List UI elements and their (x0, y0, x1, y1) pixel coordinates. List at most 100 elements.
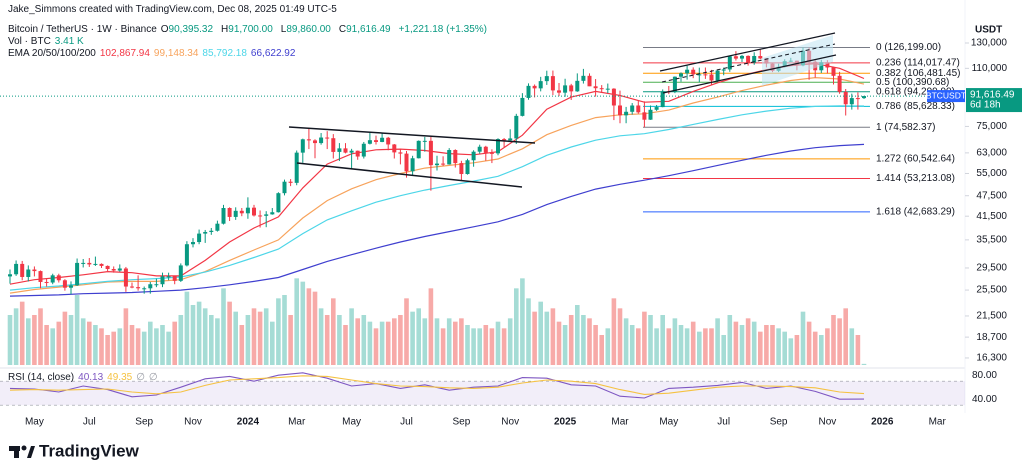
candle-body (282, 181, 287, 194)
volume-bar (697, 331, 702, 365)
credit: Jake_Simmons created with TradingView.co… (8, 4, 337, 15)
volume-bar (160, 325, 165, 365)
trend-line (296, 162, 523, 188)
drawings (288, 32, 837, 188)
volume-bar (422, 318, 428, 365)
candle-body (331, 138, 336, 152)
x-tick-label: Jul (717, 417, 730, 428)
volume-bar (440, 328, 446, 365)
volume-bar (733, 321, 739, 365)
volume-bar (782, 331, 787, 365)
symbol-tag (927, 90, 965, 103)
channel-line (662, 54, 837, 94)
volume-bar (245, 315, 251, 365)
volume-bar (812, 331, 818, 365)
rsi-value: ∅ (148, 372, 158, 383)
candle-body (557, 90, 561, 93)
candle-body (660, 91, 665, 108)
volume-bar (294, 278, 299, 365)
y-tick-label: 47,500 (976, 190, 1007, 201)
volume-bar (831, 315, 836, 365)
volume-bar (288, 315, 293, 365)
candle-body (148, 284, 153, 289)
volume-bar (636, 328, 641, 365)
candle-body (831, 67, 836, 76)
x-tick-label: Jul (400, 417, 413, 428)
candle-body (648, 109, 653, 120)
candle-body (837, 75, 842, 92)
candle-body (599, 88, 604, 90)
volume-bar (434, 318, 440, 365)
y-tick-label: 25,500 (976, 285, 1007, 296)
volume-bar (489, 328, 495, 365)
fib-retracement: 0 (126,199.00) 0.236 (114,017.47)0.382 (1… (643, 42, 961, 218)
candle-body (81, 262, 86, 264)
candle-body (160, 276, 165, 285)
axis-unit: USDT (975, 25, 1002, 36)
candle-body (428, 140, 433, 166)
volume-bar (849, 328, 855, 365)
price-tag-box (966, 88, 1022, 113)
candle-body (532, 85, 537, 89)
candle-body (14, 263, 19, 275)
candle-body (319, 137, 324, 144)
volume-bar (282, 295, 287, 365)
volume-bar (825, 328, 830, 365)
ema-value: 66,622.92 (250, 48, 296, 59)
ema-line (9, 143, 865, 297)
channel-midline (661, 43, 836, 83)
volume-label: Vol · BTC (8, 36, 51, 47)
candle-body (489, 152, 494, 154)
candle-body (593, 86, 598, 89)
candle-body (642, 112, 647, 120)
candle-body (252, 207, 256, 216)
candle-body (154, 284, 159, 286)
ohlc-item: L89,860.00 (281, 24, 335, 35)
candle-body (99, 263, 104, 266)
candle-body (575, 80, 580, 92)
candle-body (544, 76, 549, 82)
ohlc-key: O (160, 24, 169, 35)
y-tick-label: 55,000 (976, 168, 1007, 179)
rsi-value: 49.35 (107, 372, 133, 383)
volume-bar (562, 325, 568, 365)
rsi-line (9, 375, 865, 395)
volume-bar (446, 318, 452, 365)
volume-bar (617, 308, 623, 365)
volume-bar (727, 315, 733, 365)
volume-bar (806, 321, 812, 365)
y-tick-label: 35,500 (976, 235, 1007, 246)
candle-body (819, 62, 824, 71)
volume-bar (123, 308, 129, 365)
candle-body (258, 215, 263, 217)
y-tick-label: 18,700 (976, 332, 1007, 343)
candle-body (459, 163, 464, 175)
volume-bar (581, 315, 586, 365)
x-tick-label: Nov (819, 417, 837, 428)
candle-body (26, 269, 31, 277)
volume-bar (568, 315, 574, 365)
candle-body (721, 69, 726, 71)
candle-body (691, 69, 696, 75)
candle-body (166, 276, 171, 278)
volume-bar (483, 325, 489, 365)
volume-bar (514, 288, 519, 365)
volume-bar (44, 325, 49, 365)
candle-body (191, 242, 195, 245)
volume-bar (202, 308, 208, 365)
volume-bar (410, 311, 415, 365)
fib-label: 0.618 (94,299.90) (876, 86, 955, 97)
ema-label: EMA 20/50/100/200 (8, 48, 96, 59)
volume-bar (404, 298, 409, 365)
volume-bar (666, 328, 672, 365)
candle-body (752, 56, 757, 63)
ohlc-item: C91,616.49 (339, 24, 395, 35)
volume-bar (117, 328, 123, 365)
fib-label: 0.236 (114,017.47) (876, 58, 960, 69)
candle-body (380, 137, 385, 142)
volume-bar (642, 311, 647, 365)
candle-body (123, 268, 128, 287)
candle-body (184, 244, 189, 266)
candle-body (526, 85, 531, 98)
fib-label: 1.272 (60,542.64) (876, 154, 955, 165)
